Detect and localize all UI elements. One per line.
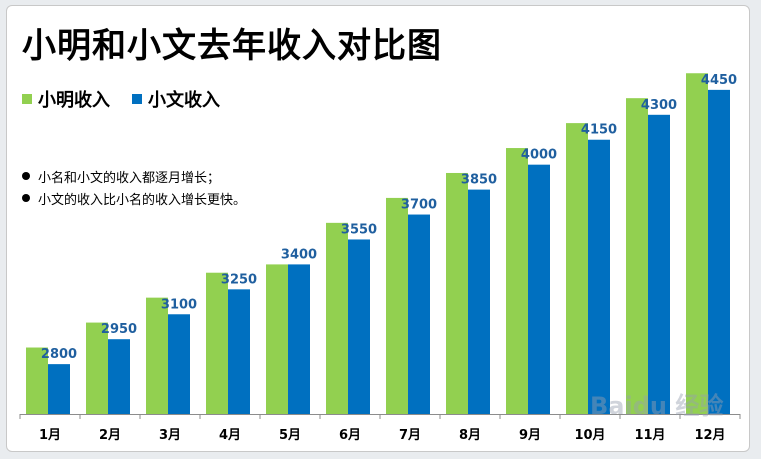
- data-label-xiaowen-12: 4450: [701, 73, 737, 88]
- legend-item-xiaoming: 小明收入: [22, 86, 110, 112]
- bar-xiaoming-5: [266, 264, 288, 414]
- bar-xiaoming-4: [206, 272, 228, 414]
- bullet-icon: [22, 172, 30, 180]
- bar-xiaoming-11: [626, 98, 648, 414]
- note-text: 小文的收入比小名的收入增长更快。: [38, 192, 247, 208]
- data-label-xiaowen-10: 4150: [581, 123, 617, 138]
- data-label-xiaowen-3: 3100: [161, 297, 197, 312]
- x-tick-label-12: 12月: [694, 428, 725, 443]
- legend-swatch-xiaowen: [132, 94, 142, 104]
- bar-xiaowen-7: [408, 214, 430, 414]
- x-tick-label-8: 8月: [459, 428, 481, 443]
- data-label-xiaowen-9: 4000: [521, 148, 557, 163]
- legend-item-xiaowen: 小文收入: [132, 86, 220, 112]
- data-label-xiaowen-1: 2800: [41, 347, 77, 362]
- x-tick-label-11: 11月: [634, 428, 665, 443]
- bar-xiaowen-11: [648, 114, 670, 415]
- bar-xiaowen-6: [348, 239, 370, 414]
- note-item: 小文的收入比小名的收入增长更快。: [22, 187, 246, 209]
- data-label-xiaowen-11: 4300: [641, 98, 677, 113]
- x-tick-label-4: 4月: [219, 428, 241, 443]
- bar-xiaoming-8: [446, 172, 468, 414]
- bar-xiaoming-7: [386, 197, 408, 414]
- legend-label-xiaoming: 小明收入: [38, 90, 110, 111]
- x-tick-label-6: 6月: [339, 428, 361, 443]
- bar-xiaowen-2: [108, 339, 130, 414]
- bar-xiaoming-9: [506, 148, 528, 415]
- data-label-xiaowen-7: 3700: [401, 198, 437, 213]
- bar-xiaoming-10: [566, 123, 588, 414]
- baidu-watermark: Baidu 经验: [590, 392, 724, 420]
- bar-xiaoming-12: [686, 73, 708, 414]
- legend-swatch-xiaoming: [22, 94, 32, 104]
- bar-xiaowen-3: [168, 314, 190, 414]
- note-text: 小名和小文的收入都逐月增长；: [38, 170, 221, 186]
- x-tick-label-1: 1月: [39, 428, 61, 443]
- bar-xiaowen-10: [588, 139, 610, 414]
- bar-xiaoming-2: [86, 322, 108, 414]
- data-label-xiaowen-4: 3250: [221, 272, 257, 287]
- bullet-icon: [22, 194, 30, 202]
- bar-xiaoming-1: [26, 347, 48, 414]
- bar-xiaowen-9: [528, 164, 550, 414]
- x-tick-label-3: 3月: [159, 428, 181, 443]
- data-label-xiaowen-6: 3550: [341, 222, 377, 237]
- legend: 小明收入 小文收入: [22, 86, 220, 112]
- bar-xiaoming-6: [326, 222, 348, 414]
- data-label-xiaowen-8: 3850: [461, 173, 497, 188]
- bar-xiaowen-12: [708, 89, 730, 414]
- legend-label-xiaowen: 小文收入: [148, 90, 220, 111]
- bar-xiaowen-5: [288, 264, 310, 414]
- x-tick-label-2: 2月: [99, 428, 121, 443]
- x-tick-label-5: 5月: [279, 428, 301, 443]
- bar-xiaowen-1: [48, 364, 70, 414]
- x-tick-label-10: 10月: [574, 428, 605, 443]
- x-tick-label-9: 9月: [519, 428, 541, 443]
- bar-xiaowen-4: [228, 289, 250, 414]
- note-item: 小名和小文的收入都逐月增长；: [22, 165, 246, 187]
- annotation-notes: 小名和小文的收入都逐月增长； 小文的收入比小名的收入增长更快。: [22, 165, 246, 209]
- data-label-xiaowen-5: 3400: [281, 247, 317, 262]
- chart-title: 小明和小文去年收入对比图: [22, 26, 442, 66]
- bar-xiaoming-3: [146, 297, 168, 414]
- bar-xiaowen-8: [468, 189, 490, 414]
- data-label-xiaowen-2: 2950: [101, 322, 137, 337]
- x-tick-label-7: 7月: [399, 428, 421, 443]
